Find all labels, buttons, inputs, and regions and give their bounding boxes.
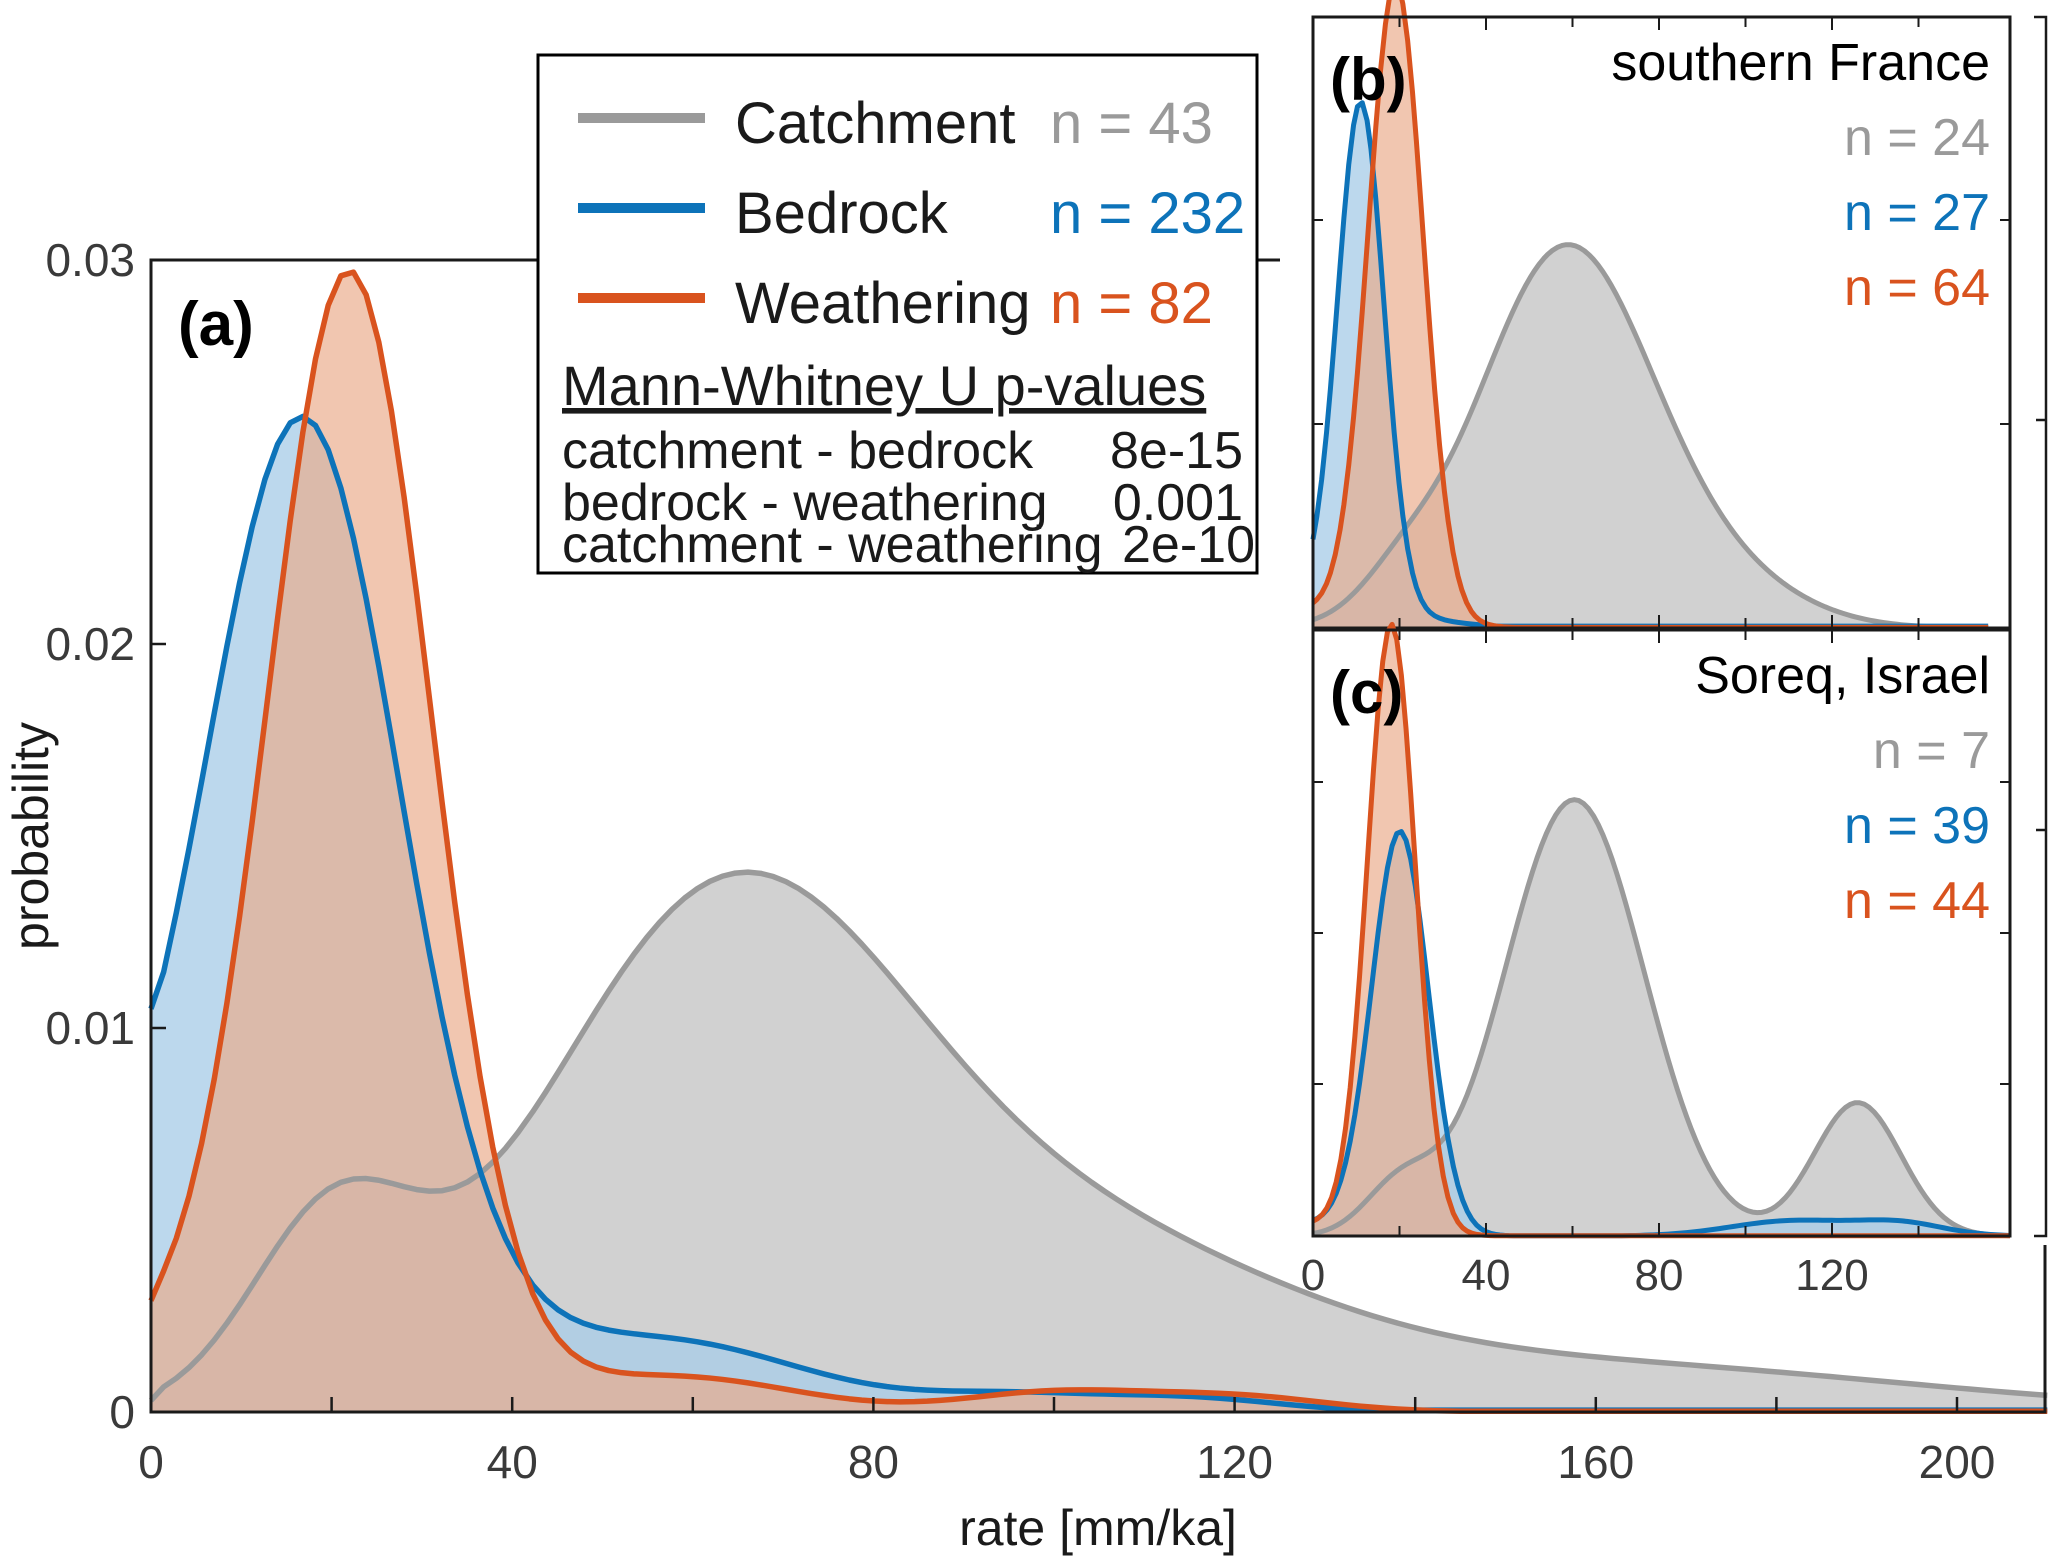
svg-text:n = 232: n = 232 bbox=[1050, 181, 1245, 246]
svg-text:120: 120 bbox=[1196, 1436, 1273, 1488]
svg-text:Soreq, Israel: Soreq, Israel bbox=[1695, 647, 1990, 705]
svg-text:0: 0 bbox=[1301, 1251, 1325, 1300]
svg-text:n = 24: n = 24 bbox=[1844, 109, 1990, 167]
svg-text:n = 82: n = 82 bbox=[1050, 271, 1213, 336]
svg-text:160: 160 bbox=[1557, 1436, 1634, 1488]
svg-text:n = 39: n = 39 bbox=[1844, 797, 1990, 855]
svg-text:40: 40 bbox=[1462, 1251, 1511, 1300]
svg-text:0: 0 bbox=[109, 1386, 135, 1438]
svg-text:40: 40 bbox=[487, 1436, 538, 1488]
svg-text:rate [mm/ka]: rate [mm/ka] bbox=[959, 1500, 1237, 1556]
svg-text:(b): (b) bbox=[1330, 46, 1407, 113]
svg-text:n = 27: n = 27 bbox=[1844, 184, 1990, 242]
svg-text:80: 80 bbox=[848, 1436, 899, 1488]
svg-text:probability: probability bbox=[3, 722, 59, 950]
svg-text:n = 64: n = 64 bbox=[1844, 259, 1990, 317]
svg-text:Weathering: Weathering bbox=[735, 271, 1031, 336]
svg-text:Bedrock: Bedrock bbox=[735, 181, 949, 246]
svg-text:8e-15: 8e-15 bbox=[1110, 422, 1243, 480]
svg-text:n = 7: n = 7 bbox=[1873, 722, 1990, 780]
svg-text:(c): (c) bbox=[1330, 659, 1403, 726]
svg-text:n = 43: n = 43 bbox=[1050, 91, 1213, 156]
svg-text:Catchment: Catchment bbox=[735, 91, 1015, 156]
svg-text:0.03: 0.03 bbox=[45, 234, 135, 286]
svg-text:Mann-Whitney U p-values: Mann-Whitney U p-values bbox=[562, 354, 1206, 417]
svg-text:2e-10: 2e-10 bbox=[1122, 516, 1255, 574]
svg-text:200: 200 bbox=[1919, 1436, 1996, 1488]
svg-text:southern France: southern France bbox=[1611, 34, 1990, 92]
svg-text:(a): (a) bbox=[178, 290, 254, 359]
svg-text:0.01: 0.01 bbox=[45, 1002, 135, 1054]
svg-text:80: 80 bbox=[1635, 1251, 1684, 1300]
svg-text:catchment - bedrock: catchment - bedrock bbox=[562, 422, 1034, 480]
svg-text:n = 44: n = 44 bbox=[1844, 872, 1990, 930]
svg-text:catchment - weathering: catchment - weathering bbox=[562, 516, 1103, 574]
svg-text:0.02: 0.02 bbox=[45, 618, 135, 670]
svg-text:0: 0 bbox=[138, 1436, 164, 1488]
svg-text:120: 120 bbox=[1795, 1251, 1868, 1300]
